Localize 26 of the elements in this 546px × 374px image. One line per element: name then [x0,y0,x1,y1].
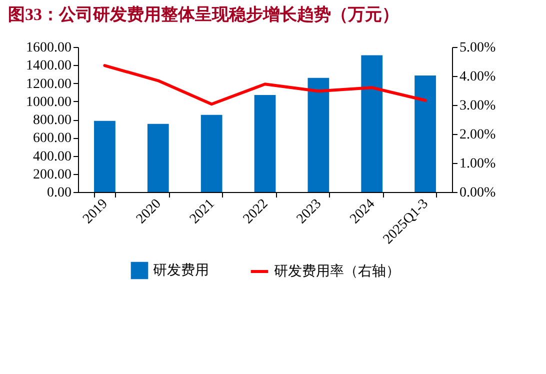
y2-tick-label: 0.00% [460,186,496,200]
y-tick-label: 1000.00 [26,94,72,110]
y-tick-label: 1600.00 [26,40,72,56]
bar [254,95,276,192]
bar [94,120,116,192]
line-series [103,64,427,106]
y-tick-label: 1200.00 [26,76,72,92]
legend-label: 研发费用 [153,262,209,278]
bar [414,75,436,192]
y-tick-label: 1400.00 [26,58,72,74]
bar [361,55,383,192]
bar [308,78,330,192]
y2-tick-label: 4.00% [460,70,496,84]
y2-tick-label: 2.00% [460,128,496,142]
y-tick-label: 200.00 [33,167,72,182]
y2-tick-label: 5.00% [460,40,496,56]
y-tick-label: 600.00 [33,131,72,146]
bar [200,114,222,192]
y-tick-label: 0.00 [47,186,72,200]
chart-title: 图33：公司研发费用整体呈现稳步增长趋势（万元） [8,5,399,24]
legend-label: 研发费用率（右轴） [274,264,400,280]
y-tick-label: 800.00 [33,113,72,128]
y2-tick-label: 3.00% [460,98,496,114]
y2-tick-label: 1.00% [460,156,496,172]
y-tick-label: 400.00 [33,149,72,164]
bar [147,124,169,192]
